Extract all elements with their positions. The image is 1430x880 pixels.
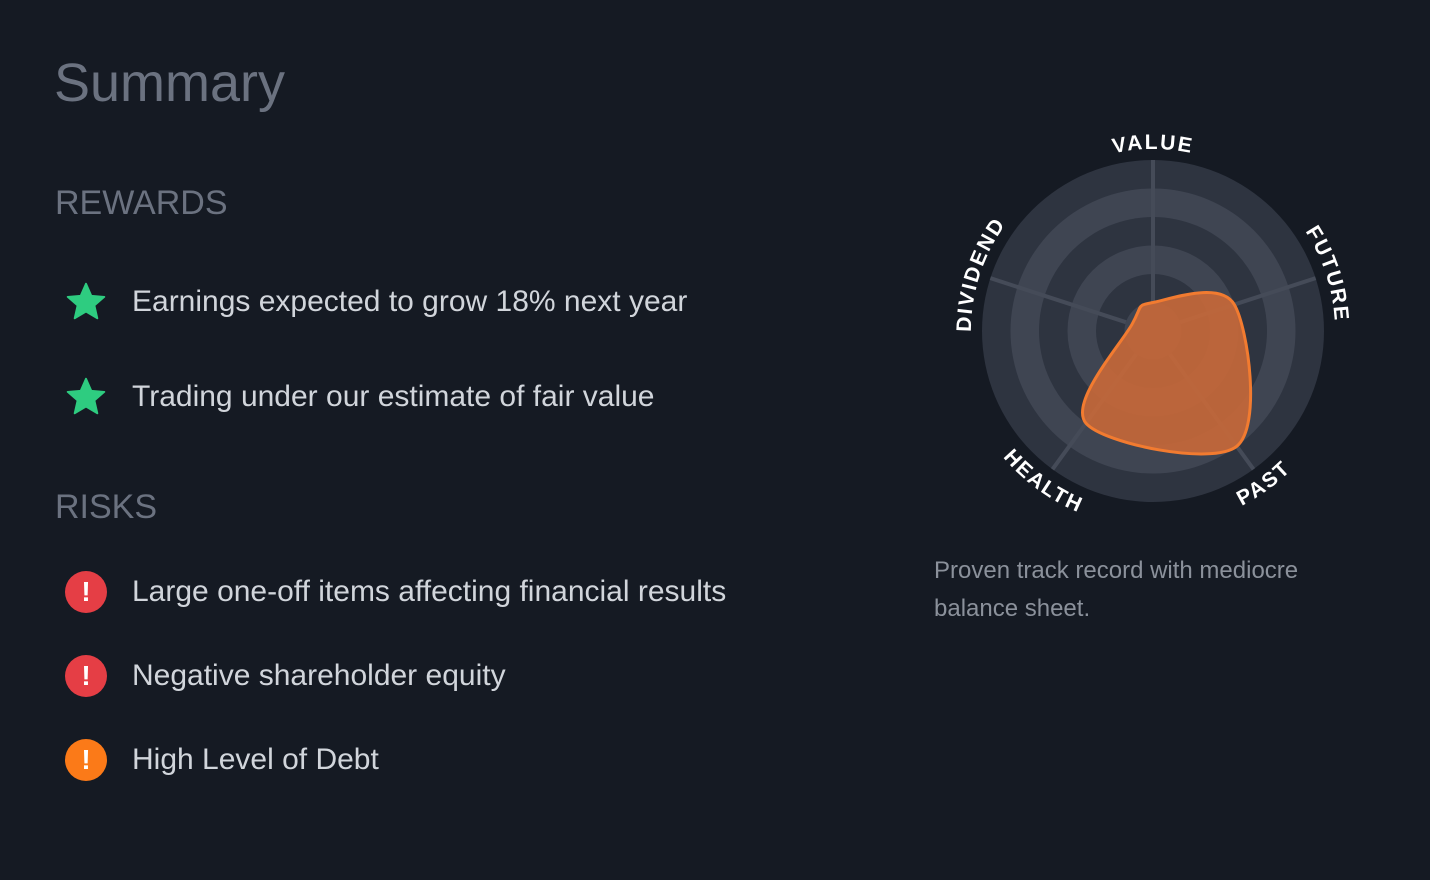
risk-text: Large one-off items affecting financial … [132,575,727,608]
risk-item: ! High Level of Debt [64,738,379,782]
reward-item: Earnings expected to grow 18% next year [64,280,687,324]
rewards-heading: REWARDS [55,184,228,222]
star-icon [64,280,108,324]
risk-text: Negative shareholder equity [132,659,506,692]
exclamation-icon: ! [65,739,107,781]
reward-text: Trading under our estimate of fair value [132,380,655,413]
risk-item: ! Large one-off items affecting financia… [64,570,726,614]
risk-text: High Level of Debt [132,743,379,776]
exclamation-icon: ! [65,571,107,613]
reward-item: Trading under our estimate of fair value [64,375,655,419]
snowflake-shape [1081,291,1253,456]
exclamation-icon: ! [65,655,107,697]
page-title: Summary [54,53,286,113]
snowflake-caption: Proven track record with mediocre balanc… [934,557,1299,622]
axis-line [989,276,1127,325]
reward-text: Earnings expected to grow 18% next year [132,285,688,318]
star-icon [64,375,108,419]
risk-item: ! Negative shareholder equity [64,654,506,698]
risks-heading: RISKS [55,488,158,526]
axis-label-value: VALUE [1110,131,1195,158]
